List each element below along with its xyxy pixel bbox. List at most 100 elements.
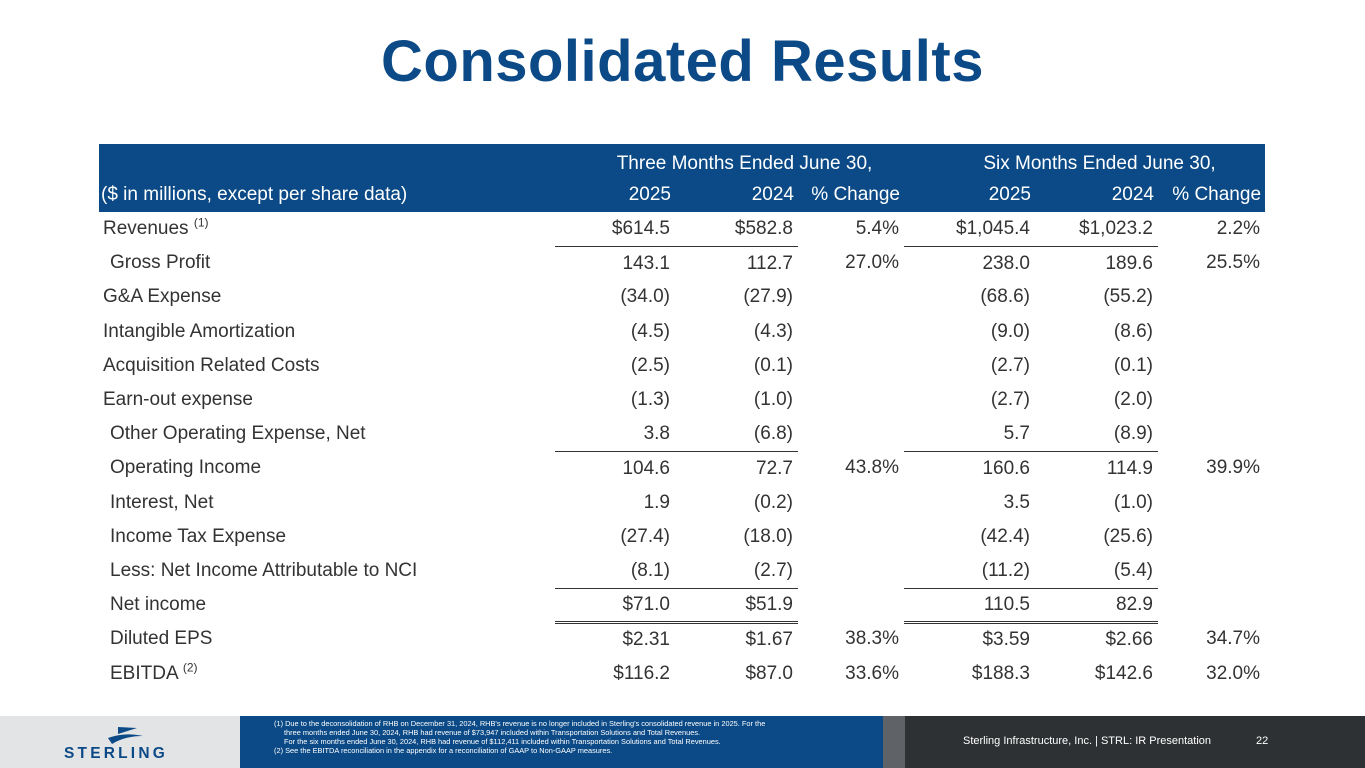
row-label: Intangible Amortization (99, 315, 555, 349)
table-cell: (2.7) (753, 559, 793, 581)
row-label-text: Gross Profit (110, 252, 211, 274)
row-label: Less: Net Income Attributable to NCI (99, 554, 555, 588)
column-header-3m-change: % Change (811, 183, 900, 205)
row-label: Other Operating Expense, Net (99, 417, 555, 451)
column-header-3m-2024: 2024 (751, 183, 794, 205)
table-cell: $3.59 (904, 620, 1035, 657)
header-group-three-months: Three Months Ended June 30, (616, 152, 873, 174)
row-label: EBITDA (2) (99, 656, 555, 690)
table-row: EBITDA (2) $116.2 $87.0 33.6% $188.3 $142.6 32… (99, 656, 1265, 690)
table-cell (1158, 520, 1265, 554)
table-cell: 33.6% (845, 662, 899, 684)
table-row: Interest, Net 1.9 (0.2) 3.5 (1.0) (99, 486, 1265, 520)
table-cell: 3.8 (643, 422, 670, 444)
table-cell: 27.0% (845, 252, 899, 274)
table-row: Gross Profit 143.1 112.7 27.0% 238.0 189.6 25.… (99, 245, 1265, 281)
table-cell: $51.9 (675, 587, 798, 623)
footnote-ref: (2) (182, 660, 198, 675)
table-row: Operating Income 104.6 72.7 43.8% 160.6 114.9… (99, 450, 1265, 486)
table-row: Income Tax Expense (27.4) (18.0) (42.4) (25.… (99, 520, 1265, 554)
table-row: Revenues (1) $614.5 $582.8 5.4% $1,045.4 $1,0… (99, 212, 1265, 246)
table-cell: 5.7 (1003, 422, 1030, 444)
row-label-text: Net income (110, 594, 207, 616)
table-cell (798, 349, 904, 383)
sterling-logo-mark-icon (108, 727, 143, 744)
table-cell: (1.3) (630, 389, 670, 411)
row-label: Acquisition Related Costs (99, 349, 555, 383)
table-cell: 1.9 (643, 491, 670, 513)
table-cell (1158, 554, 1265, 588)
row-label: Net income (99, 588, 555, 622)
table-cell: 114.9 (1035, 450, 1158, 486)
row-label-text: Intangible Amortization (103, 320, 296, 342)
table-cell: 110.5 (904, 587, 1035, 623)
table-row: Less: Net Income Attributable to NCI (8.1… (99, 554, 1265, 588)
table-row: Intangible Amortization (4.5) (4.3) (9.0) (8… (99, 315, 1265, 349)
row-label-text: Earn-out expense (103, 389, 253, 411)
table-cell: (1.0) (1113, 491, 1153, 513)
table-cell (1158, 417, 1265, 451)
footnote-line: (2) See the EBITDA reconciliation in the… (274, 746, 613, 756)
table-cell: (6.8) (753, 422, 793, 444)
row-label: Interest, Net (99, 486, 555, 520)
row-label: G&A Expense (99, 280, 555, 314)
table-cell: 143.1 (555, 245, 675, 281)
table-cell: (25.6) (1103, 525, 1153, 547)
table-row: Acquisition Related Costs (2.5) (0.1) (2.7)… (99, 349, 1265, 383)
table-header-row: ($ in millions, except per share data) 2… (99, 177, 1266, 212)
table-cell: $2.66 (1035, 620, 1158, 657)
table-cell: (0.1) (753, 354, 793, 376)
column-header-label: ($ in millions, except per share data) (101, 183, 408, 205)
table-cell: $1,023.2 (1079, 217, 1153, 239)
table-cell: (8.6) (1113, 320, 1153, 342)
table-cell: $1,045.4 (956, 217, 1030, 239)
table-cell (1158, 588, 1265, 622)
table-cell: 32.0% (1206, 662, 1261, 684)
table-cell: (18.0) (743, 525, 793, 547)
table-cell: (2.7) (990, 354, 1030, 376)
row-label: Revenues (1) (99, 212, 555, 246)
consolidated-results-table: Three Months Ended June 30, Six Months E… (99, 144, 1266, 691)
table-cell: $614.5 (611, 217, 670, 239)
table-cell: (27.9) (743, 286, 793, 308)
table-cell: $1.67 (675, 620, 798, 657)
table-cell: 43.8% (845, 457, 899, 479)
table-cell (798, 554, 904, 588)
footer-logo-area: STERLING (0, 716, 240, 768)
header-group-empty (99, 144, 555, 177)
table-cell: (1.0) (753, 389, 793, 411)
table-cell: (68.6) (980, 286, 1030, 308)
results-table-container: Three Months Ended June 30, Six Months E… (99, 144, 1266, 691)
footer-info-bar: Sterling Infrastructure, Inc. | STRL: IR… (905, 716, 1365, 768)
table-cell (1158, 486, 1265, 520)
table-cell: (5.4) (1113, 559, 1153, 581)
row-label: Gross Profit (99, 246, 555, 280)
table-cell (798, 520, 904, 554)
footer-source-text: Sterling Infrastructure, Inc. | STRL: IR… (963, 735, 1212, 747)
row-label: Income Tax Expense (99, 520, 555, 554)
row-label: Operating Income (99, 451, 555, 485)
table-cell (798, 383, 904, 417)
table-cell: (2.5) (630, 354, 670, 376)
footer: STERLING (1) Due to the deconsolidation … (0, 716, 1365, 768)
table-cell (1158, 349, 1265, 383)
table-cell (798, 486, 904, 520)
table-cell: 104.6 (555, 450, 675, 486)
row-label-text: Interest, Net (110, 491, 214, 513)
table-cell: 3.5 (1003, 491, 1030, 513)
header-group-six-months: Six Months Ended June 30, (983, 152, 1216, 174)
row-label-text: Income Tax Expense (110, 525, 287, 547)
table-cell: (4.3) (753, 320, 793, 342)
table-cell: (8.1) (630, 559, 670, 581)
table-cell: (42.4) (980, 525, 1030, 547)
table-cell: 25.5% (1206, 252, 1261, 274)
table-cell: 72.7 (675, 450, 798, 486)
column-header-6m-change: % Change (1172, 183, 1262, 205)
table-cell (798, 588, 904, 622)
table-cell (1158, 315, 1265, 349)
footnote-line: (1) Due to the deconsolidation of RHB on… (274, 719, 766, 728)
table-cell: $188.3 (971, 662, 1030, 684)
table-cell: (4.5) (630, 320, 670, 342)
table-cell: 112.7 (675, 245, 798, 281)
table-cell (1158, 383, 1265, 417)
